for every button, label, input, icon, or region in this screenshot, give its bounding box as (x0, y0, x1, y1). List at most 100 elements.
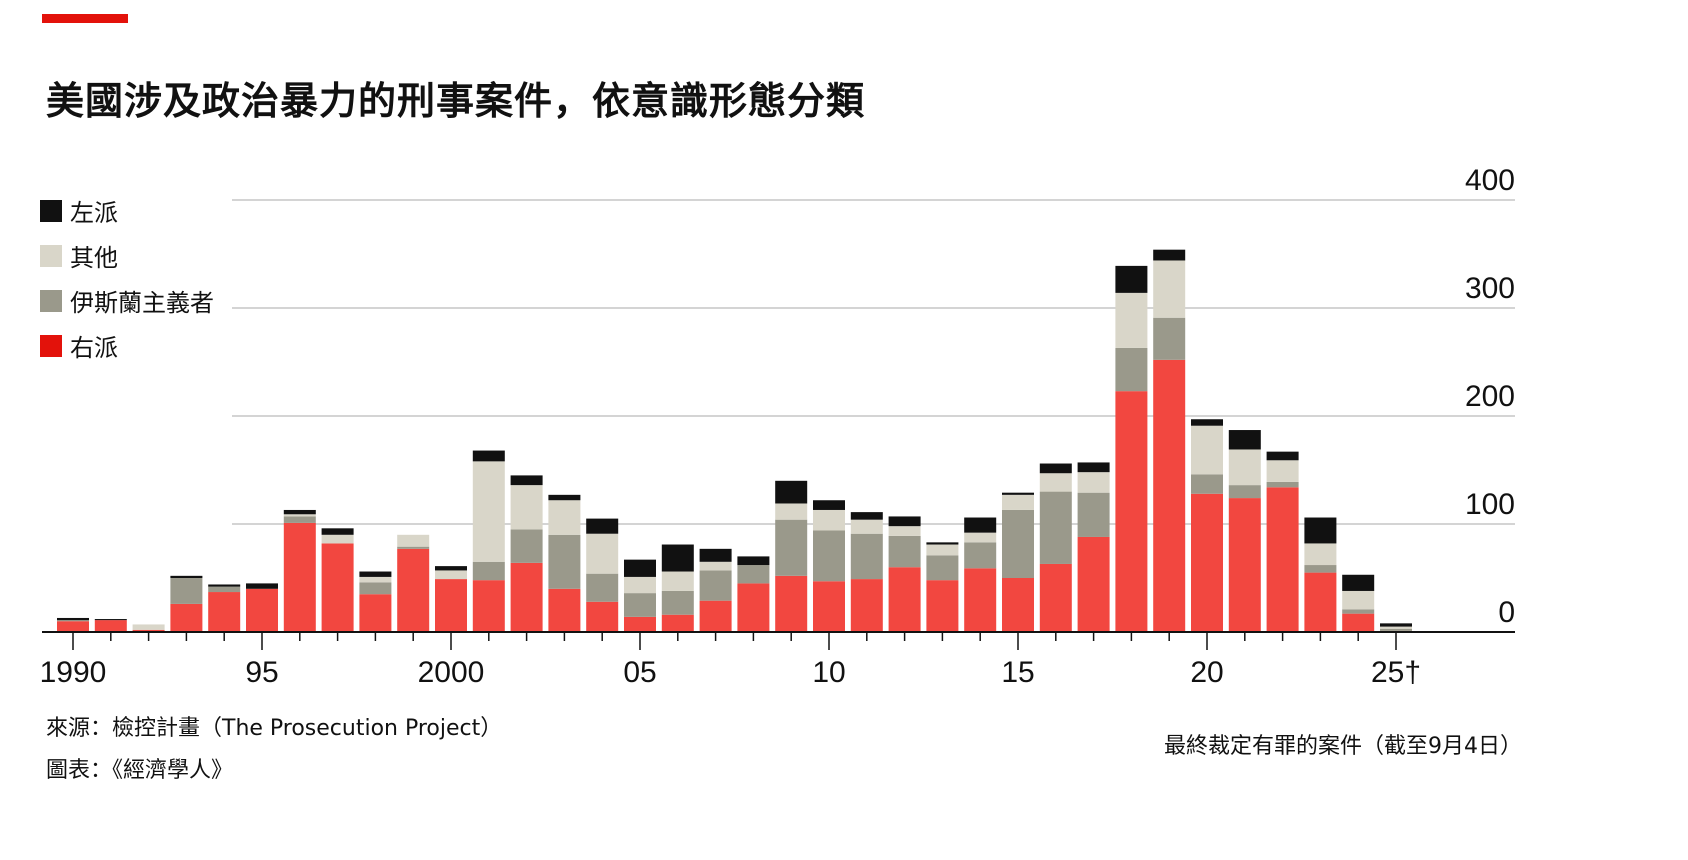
y-tick-label: 100 (1465, 488, 1515, 521)
bar-segment (775, 575, 808, 632)
bar-segment (510, 529, 543, 563)
x-tick-label: 10 (812, 656, 845, 689)
bars (57, 249, 1412, 632)
bar-segment (1266, 487, 1299, 632)
bar-segment (850, 512, 883, 520)
bar-segment (926, 580, 959, 632)
bar-segment (586, 573, 619, 602)
bar-segment (775, 503, 808, 520)
bar-segment (472, 561, 505, 581)
bar-segment (661, 544, 694, 572)
bar-segment (472, 450, 505, 462)
legend-label-other: 其他 (70, 244, 118, 272)
legend-label-islamist: 伊斯蘭主義者 (70, 289, 214, 317)
bar-segment (737, 583, 770, 632)
y-tick-labels: 0 100 200 300 400 (1465, 164, 1515, 629)
bar-segment (1304, 517, 1337, 544)
bar-segment (1342, 613, 1375, 632)
bar-segment (1191, 493, 1223, 632)
bar-segment (132, 629, 165, 632)
legend-swatch-right (40, 334, 62, 357)
bar-segment (1039, 463, 1072, 474)
bar-segment (926, 544, 959, 556)
bar-segment (699, 561, 732, 571)
bar-segment (1002, 492, 1034, 495)
bar-segment (283, 514, 316, 517)
x-axis: 1990 95 2000 05 10 15 20 25† (40, 631, 1515, 689)
bar-segment (1039, 473, 1072, 492)
bar-segment (321, 534, 354, 544)
bar-segment (1115, 292, 1148, 348)
bar-segment (359, 571, 392, 577)
bar-segment (1228, 498, 1261, 632)
bar-segment (548, 494, 581, 501)
bar-segment (208, 584, 241, 587)
x-tick-label: 15 (1001, 656, 1034, 689)
bar-segment (1153, 317, 1186, 360)
bar-segment (359, 594, 392, 632)
bar-segment (548, 500, 581, 535)
bar-segment (964, 532, 997, 543)
bar-segment (964, 568, 997, 632)
bar-segment (1115, 347, 1148, 392)
legend-swatch-islamist (40, 289, 62, 312)
x-tick-label: 2000 (418, 656, 485, 689)
bar-segment (850, 579, 883, 632)
bar-segment (699, 548, 732, 562)
bar-segment (1266, 451, 1299, 461)
bar-segment (1002, 509, 1034, 578)
bar-segment (624, 559, 656, 577)
bar-segment (850, 519, 883, 534)
bar-segment (548, 534, 581, 589)
bar-segment (397, 534, 430, 547)
bar-segment (1304, 543, 1337, 566)
y-tick-label: 300 (1465, 272, 1515, 305)
bar-segment (1077, 462, 1110, 473)
legend-label-left: 左派 (70, 199, 118, 227)
x-tick-label: 25† (1371, 656, 1421, 689)
bar-segment (1342, 574, 1375, 591)
legend-item-left: 左派 (40, 188, 232, 233)
bar-segment (661, 590, 694, 615)
bar-segment (1039, 491, 1072, 564)
bar-segment (737, 556, 770, 566)
bar-segment (283, 509, 316, 515)
bar-segment (926, 555, 959, 581)
bar-segment (283, 516, 316, 523)
bar-segment (472, 461, 505, 562)
bar-segment (850, 533, 883, 580)
bar-segment (57, 621, 89, 632)
footnote: 最終裁定有罪的案件（截至9月4日） (1164, 734, 1522, 759)
bar-segment (624, 576, 656, 594)
bar-segment (1342, 609, 1375, 614)
bar-segment (888, 535, 921, 568)
bar-segment (208, 586, 241, 593)
bar-segment (964, 542, 997, 569)
bar-segment (737, 565, 770, 584)
accent-bar (42, 14, 128, 23)
bar-segment (888, 526, 921, 536)
bar-segment (510, 485, 543, 530)
bar-segment (1002, 578, 1034, 632)
bar-segment (1342, 590, 1375, 610)
bar-segment (888, 516, 921, 527)
bar-segment (397, 546, 430, 549)
bar-segment (699, 570, 732, 601)
y-tick-label: 200 (1465, 380, 1515, 413)
bar-segment (510, 562, 543, 632)
credit-text: 圖表：《經濟學人》 (46, 758, 234, 783)
bar-segment (1266, 481, 1299, 488)
bar-segment (1153, 260, 1186, 318)
bar-segment (1115, 391, 1148, 632)
bar-segment (57, 620, 89, 622)
bar-segment (283, 522, 316, 632)
source-block: 來源：檢控計畫（The Prosecution Project） 圖表：《經濟學… (46, 708, 502, 792)
bar-segment (888, 567, 921, 632)
bar-segment (1380, 628, 1412, 631)
bar-segment (359, 582, 392, 595)
bar-segment (1228, 449, 1261, 486)
bar-segment (1380, 626, 1412, 629)
bar-segment (1191, 474, 1223, 494)
bar-segment (586, 601, 619, 632)
